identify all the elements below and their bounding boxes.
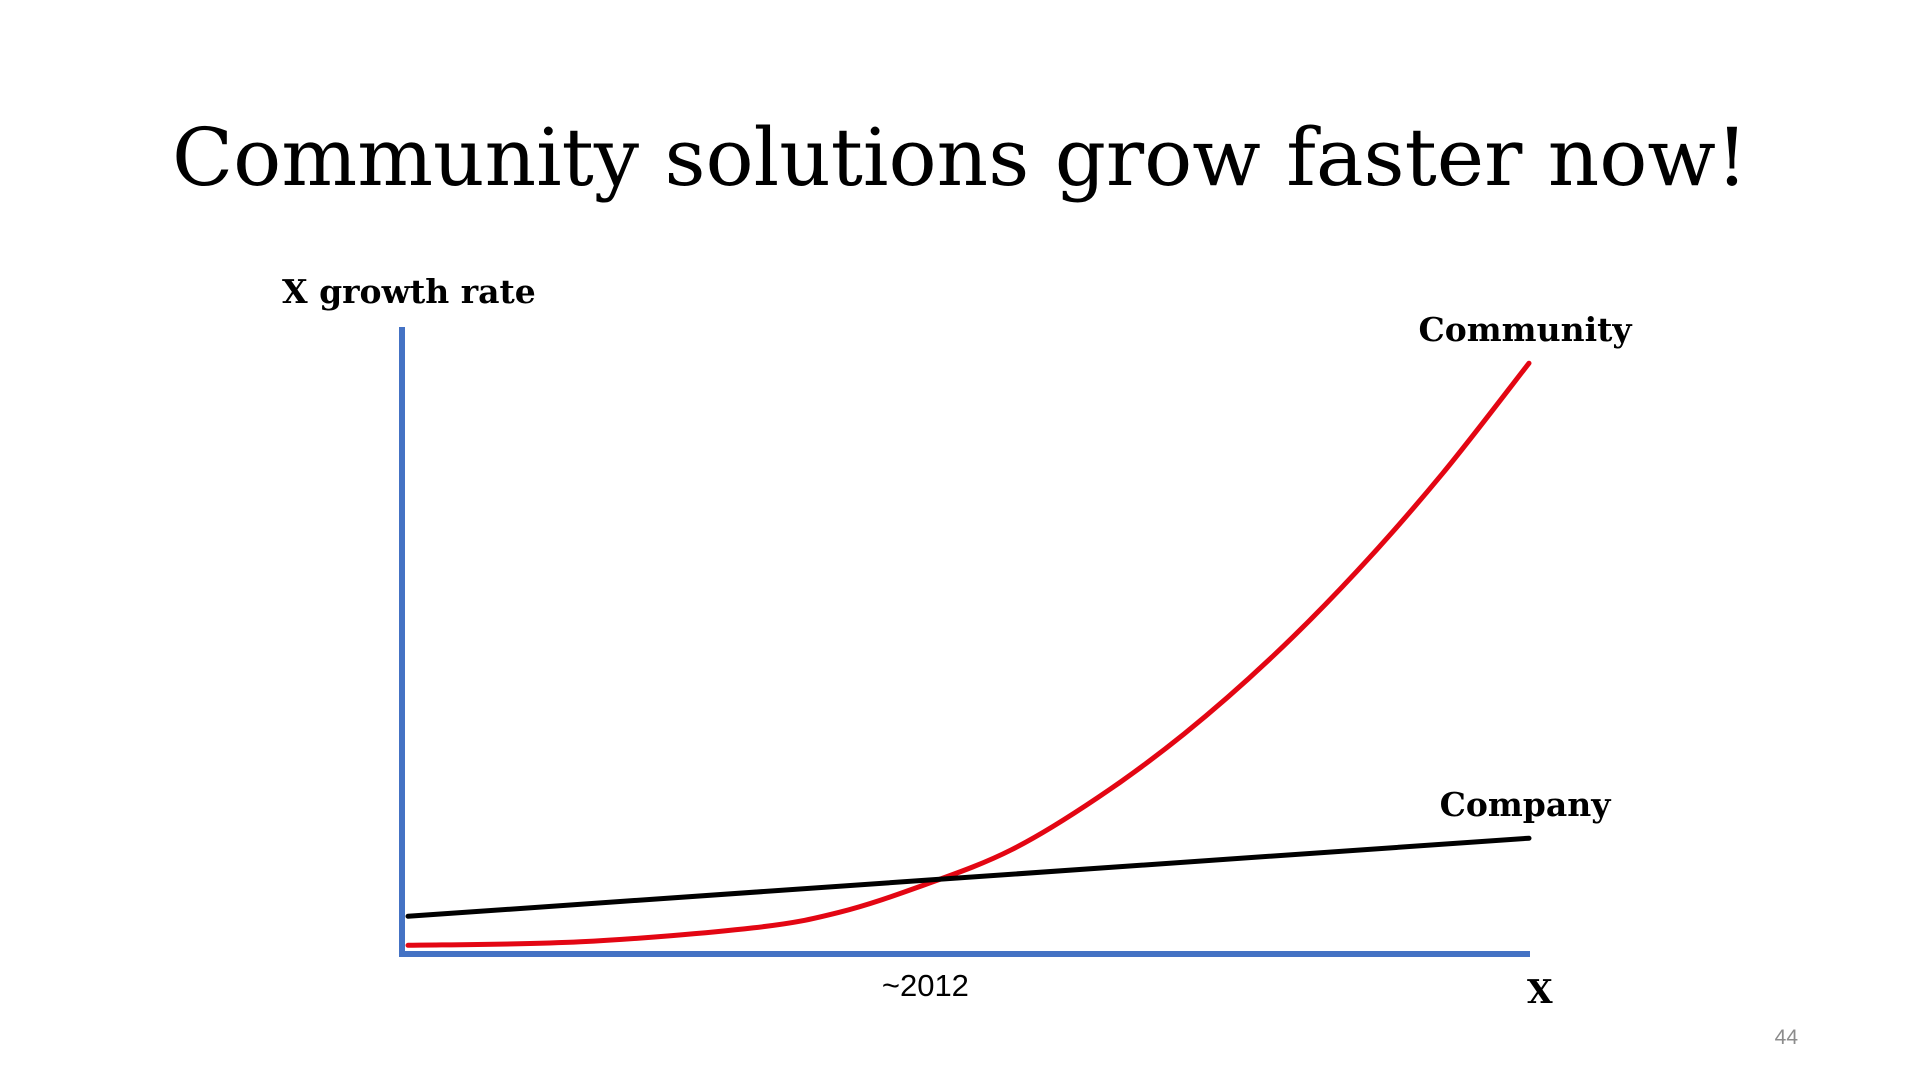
axes-layer <box>399 327 1530 957</box>
series-line-community <box>405 360 1532 948</box>
slide-number: 44 <box>1774 1026 1798 1049</box>
series-line-company <box>405 835 1532 919</box>
y-axis-title: X growth rate <box>282 272 536 311</box>
series-label-community: Community <box>1418 310 1632 349</box>
slide-title: Community solutions grow faster now! <box>171 111 1749 204</box>
series-layer <box>405 360 1532 948</box>
series-labels: Community Company <box>1418 310 1632 824</box>
series-label-company: Company <box>1440 785 1612 824</box>
x-axis-title: X <box>1527 972 1553 1011</box>
x-tick-labels: ~2012 <box>882 968 969 1003</box>
x-tick-label: ~2012 <box>882 968 969 1003</box>
